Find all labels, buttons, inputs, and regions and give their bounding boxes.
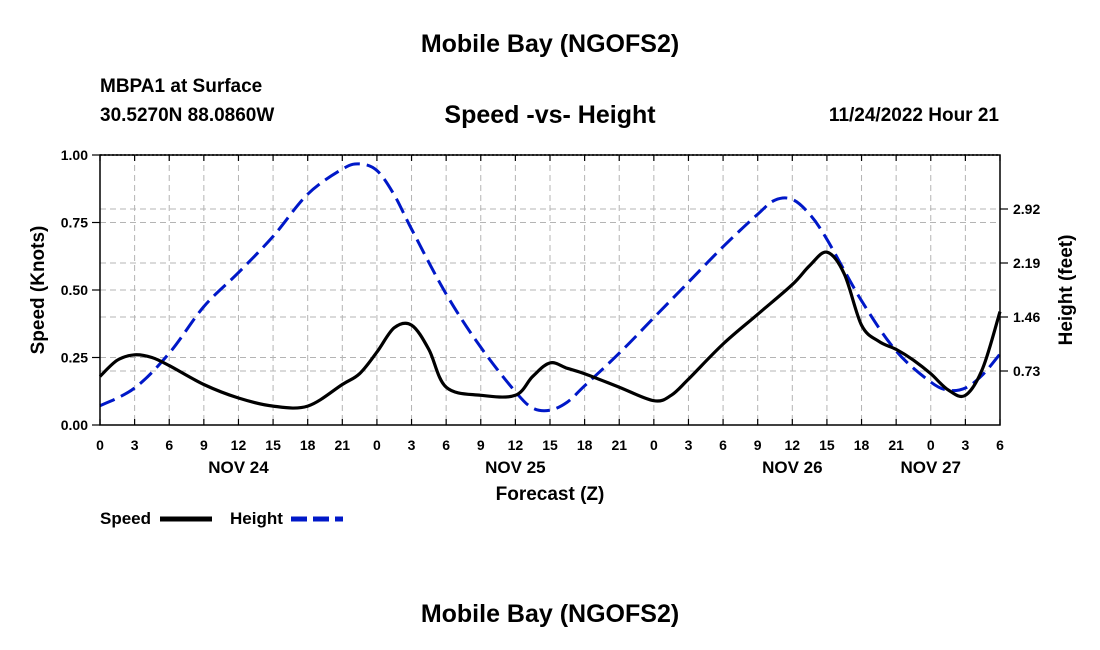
station-coordinates: 30.5270N 88.0860W [100,105,275,126]
legend: Speed Height [100,509,343,528]
legend-label-height: Height [230,509,283,528]
x-date-label: NOV 25 [485,458,545,477]
y2-tick-label: 1.46 [1013,309,1040,325]
x-tick-label: 0 [927,437,935,453]
x-tick-label: 15 [819,437,835,453]
x-tick-label: 9 [477,437,485,453]
x-tick-label: 12 [231,437,247,453]
x-tick-label: 18 [300,437,316,453]
y2-tick-label: 0.73 [1013,363,1040,379]
axes: 0 3 6 9 12 15 18 21 0 3 6 9 12 15 18 21 0 3 6 9 12 15 18 21 0 3 6 N… [61,147,1041,477]
series-layer [98,162,1002,413]
x-tick-label: 6 [996,437,1004,453]
y-tick-label: 1.00 [61,147,88,163]
chart-title: Speed -vs- Height [444,101,656,129]
x-tick-label: 3 [131,437,139,453]
y2-tick-label: 2.19 [1013,255,1040,271]
x-tick-label: 21 [335,437,351,453]
x-tick-label: 6 [719,437,727,453]
x-tick-label: 3 [685,437,693,453]
x-tick-label: 12 [785,437,801,453]
y-tick-label: 0.00 [61,417,88,433]
series-line-height [99,162,1002,413]
y2-axis-title: Height (feet) [1056,235,1077,346]
x-tick-label: 0 [650,437,658,453]
y-tick-label: 0.25 [61,350,88,366]
x-date-label: NOV 26 [762,458,822,477]
x-tick-label: 3 [408,437,416,453]
grid [100,155,1000,425]
x-tick-label: 0 [96,437,104,453]
x-tick-label: 21 [611,437,627,453]
x-tick-label: 21 [888,437,904,453]
x-tick-label: 6 [165,437,173,453]
y-tick-label: 0.75 [61,215,88,231]
x-tick-label: 18 [854,437,870,453]
x-axis-title: Forecast (Z) [496,484,605,505]
x-tick-label: 18 [577,437,593,453]
station-label: MBPA1 at Surface [100,76,263,97]
x-date-label: NOV 24 [208,458,269,477]
x-tick-label: 15 [265,437,281,453]
forecast-datetime: 11/24/2022 Hour 21 [828,105,999,126]
series-line-speed [98,250,1002,410]
x-date-label: NOV 27 [901,458,961,477]
x-tick-label: 12 [508,437,524,453]
top-title: Mobile Bay (NGOFS2) [420,30,680,58]
y-axis-title: Speed (Knots) [28,226,49,355]
bottom-title: Mobile Bay (NGOFS2) [420,600,680,628]
y-tick-label: 0.50 [61,282,88,298]
x-tick-label: 15 [542,437,558,453]
x-tick-label: 3 [961,437,969,453]
x-tick-label: 6 [442,437,450,453]
x-tick-label: 0 [373,437,381,453]
y2-tick-label: 2.92 [1013,201,1040,217]
x-tick-label: 9 [754,437,762,453]
legend-label-speed: Speed [100,509,151,528]
x-tick-label: 9 [200,437,208,453]
